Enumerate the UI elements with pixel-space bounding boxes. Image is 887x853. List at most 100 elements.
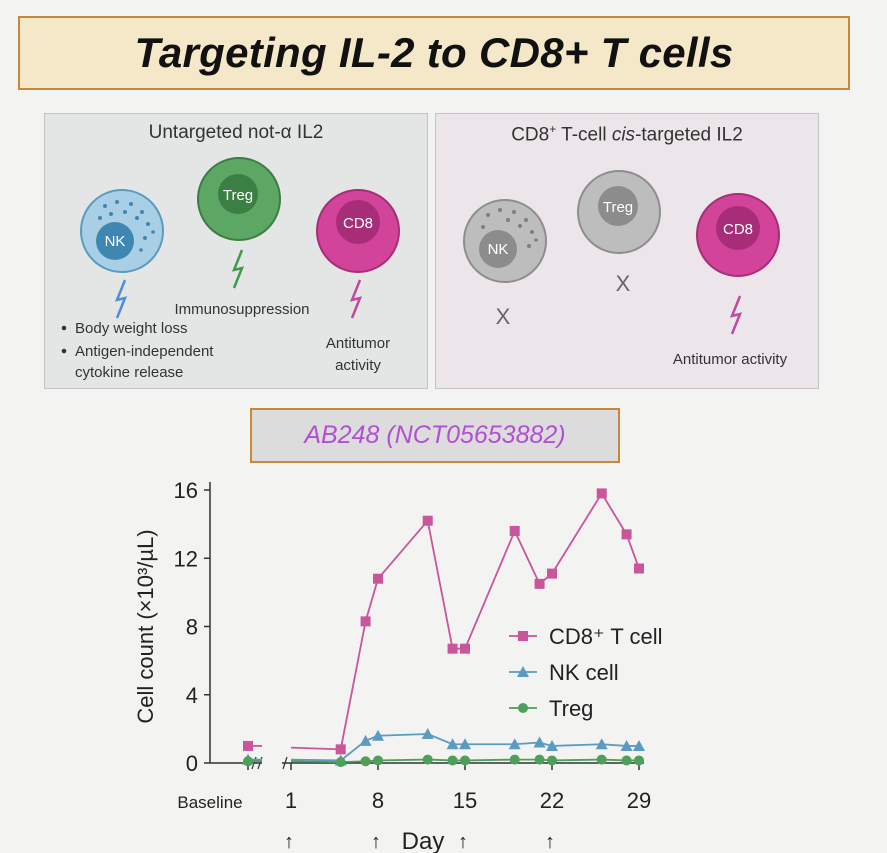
title-cd8: CD8 [511,124,550,146]
title-mid: T-cell [556,124,612,146]
nk-inactive-label: NK [488,241,509,258]
treg-data-point [335,757,346,768]
antigen-independent-label: Antigen-independent [75,343,214,360]
nk-data-point [508,738,521,750]
nk-legend-label: NK cell [549,660,619,685]
body-weight-loss-label: Body weight loss [75,320,188,337]
untargeted-diagram: NK Treg CD8 Immunosuppression Antitumor … [61,157,400,381]
nk-data-point [459,738,471,750]
treg-data-point [596,754,607,765]
cd8-data-point [447,643,458,654]
treg-data-point [634,755,644,766]
x-tick-label: 22 [540,788,564,813]
nk-cell-label: NK [105,233,126,250]
bullet-dot [61,348,67,354]
dosing-arrow-icon: ↑ [545,831,555,853]
targeted-diagram: NK Treg CD8 X X Antitumor activity [463,170,788,368]
trial-label: AB248 (NCT05653882) [304,421,566,449]
nk-data-point [533,736,546,748]
cd8-data-point [621,529,632,540]
page-title: Targeting IL-2 to CD8+ T cells [134,29,734,76]
cd8-cell-active: CD8 [696,193,780,277]
title-banner: Targeting IL-2 to CD8+ T cells [18,16,850,90]
cd8-data-point [509,525,520,536]
cell-count-chart: 0 4 8 12 16 Cell count (×10³/µL) Baseline 1 8 15 2… [133,478,663,853]
x-tick-label: Baseline [177,793,242,812]
nk-data-point [620,739,633,751]
nk-data-point [372,729,384,741]
x-tick-label: 8 [372,788,384,813]
y-tick-label: 12 [174,546,198,571]
treg-cell: Treg [197,157,281,241]
bullet-dot [61,325,67,331]
dosing-arrow-icon: ↑ [458,831,468,853]
nk-data-point [546,739,558,751]
title-post: -targeted IL2 [635,124,743,146]
nk-data-point [421,727,434,739]
treg-data-point [509,754,520,765]
nk-data-point [633,739,645,751]
title-cis: cis [611,124,636,146]
nk-data-point [359,734,372,746]
y-tick-label: 4 [186,683,198,708]
targeted-panel: CD8+ T-cell cis-targeted IL2 NK Treg CD8… [435,113,819,389]
y-tick-label: 8 [186,615,198,640]
treg-inactive-label: Treg [603,199,633,216]
cd8-data-point [534,578,545,589]
cd8-signal-bolt-icon [729,295,743,335]
cd8-cell: CD8 [316,189,400,273]
cd8-data-point [596,488,607,499]
axis-break-mark [282,756,288,770]
targeted-panel-title: CD8+ T-cell cis-targeted IL2 [436,122,818,146]
treg-data-point [360,756,371,767]
cd8-data-point [335,744,346,755]
title-sup: + [549,122,557,136]
treg-legend-label: Treg [549,696,593,721]
treg-data-point [373,755,383,766]
treg-data-point [518,703,528,713]
treg-data-point [422,754,433,765]
untargeted-panel-title: Untargeted not-α IL2 [148,122,324,143]
treg-cell-inactive: Treg [577,170,661,254]
dosing-arrow-icon: ↑ [284,831,294,853]
y-axis-label: Cell count (×10³/µL) [133,529,158,723]
cd8-data-point [547,568,557,579]
treg-cell-label: Treg [223,187,253,204]
cd8-data-point [360,616,371,627]
antitumor-label-line1: Antitumor [326,335,390,352]
nk-data-point [517,666,529,677]
cd8-legend-label: CD8⁺ T cell [549,624,663,649]
x-tick-label: 15 [453,788,477,813]
trial-banner: AB248 (NCT05653882) [250,408,620,463]
nk-signal-bolt-icon [114,279,128,319]
x-tick-label: 1 [285,788,297,813]
antitumor-label-line2: activity [335,357,381,374]
cd8-signal-bolt-icon [349,279,363,319]
cd8-data-point [634,563,644,574]
treg-blocked-mark: X [616,271,631,296]
immunosuppression-label: Immunosuppression [174,301,309,318]
cd8-cell-label: CD8 [343,215,373,232]
nk-cell-inactive: NK [463,199,547,283]
y-tick-label: 0 [186,751,198,776]
treg-data-point [243,756,253,767]
nk-blocked-mark: X [496,304,511,329]
cd8-data-point [460,643,470,654]
treg-data-point [460,755,470,766]
cd8-data-point [373,573,383,584]
cd8-data-point [422,515,433,526]
x-axis-label: Day [402,828,445,853]
nk-cell: NK [80,189,164,273]
cd8-data-point [243,740,253,751]
y-tick-label: 16 [174,478,198,503]
untargeted-panel: Untargeted not-α IL2 NK Treg [44,113,428,389]
cytokine-release-label: cytokine release [75,364,183,381]
treg-signal-bolt-icon [231,249,245,289]
nk-data-point [446,738,459,750]
cd8-active-label: CD8 [723,221,753,238]
cd8-data-point [518,631,528,641]
antitumor-activity-label: Antitumor activity [673,351,788,368]
treg-data-point [547,755,557,766]
treg-data-point [447,755,458,766]
nk-data-point [595,738,608,750]
